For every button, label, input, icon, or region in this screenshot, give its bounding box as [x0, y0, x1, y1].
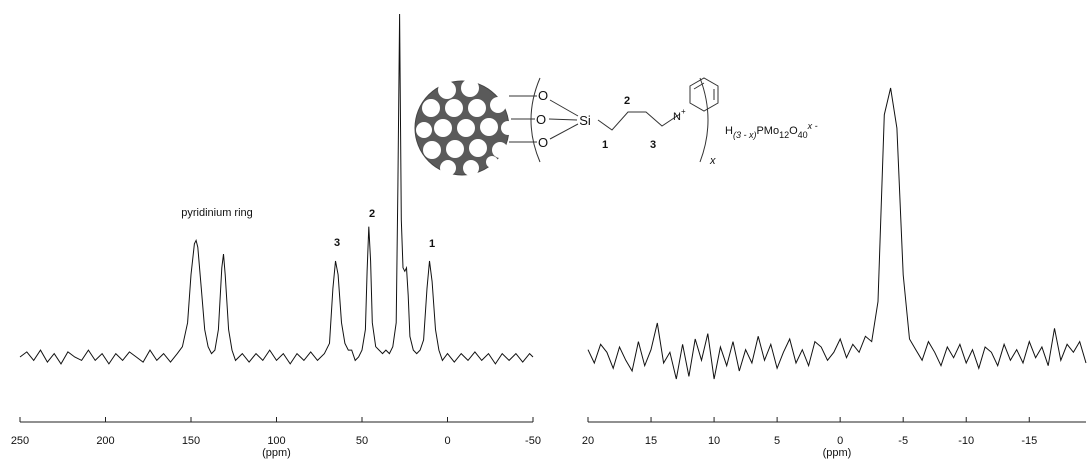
peak-annotation: 3: [334, 237, 340, 249]
spectrum-line: [19, 13, 534, 365]
x-axis-label: (ppm): [823, 447, 852, 459]
x-tick-label: 10: [708, 435, 720, 447]
formula-part: O: [789, 125, 798, 137]
x-tick-label: 50: [356, 435, 368, 447]
x-tick-label: 20: [582, 435, 594, 447]
x-tick-label: -15: [1021, 435, 1037, 447]
x-tick-label: -50: [525, 435, 541, 447]
x-tick-label: 15: [645, 435, 657, 447]
oxygen: O: [538, 88, 548, 103]
formula-part: H: [725, 125, 733, 137]
formula-part: 12: [779, 130, 789, 140]
spectrum-line: [587, 87, 1087, 380]
oxygen: O: [536, 112, 546, 127]
peak-annotation: 2: [369, 208, 375, 220]
formula-part: 40: [798, 130, 808, 140]
x-tick-label: -10: [958, 435, 974, 447]
peak-annotation: 1: [429, 238, 435, 250]
x-axis-label: (ppm): [262, 447, 291, 459]
structure: O O O Si 1 2 3 N+ x H(3 - x)PMo12O40x -: [414, 77, 818, 176]
x-tick-label: 0: [837, 435, 843, 447]
chain-label: 3: [650, 139, 656, 151]
chain-label: 2: [624, 95, 630, 107]
x-tick-label: 150: [182, 435, 200, 447]
formula-part: (3 - x): [733, 130, 757, 140]
formula-part: x -: [807, 121, 818, 131]
charge: +: [681, 107, 686, 116]
nitrogen-symbol: N: [673, 111, 681, 123]
formula-part: PMo: [756, 125, 779, 137]
nitrogen: N+: [673, 107, 686, 123]
silicon: Si: [579, 113, 591, 128]
x-tick-label: -5: [898, 435, 908, 447]
x-tick-label: 250: [11, 435, 29, 447]
formula: H(3 - x)PMo12O40x -: [725, 121, 818, 140]
subscript-x: x: [709, 155, 716, 167]
oxygen: O: [538, 135, 548, 150]
pores: [416, 79, 515, 176]
chain-label: 1: [602, 139, 608, 151]
x-tick-label: 5: [774, 435, 780, 447]
x-tick-label: 200: [96, 435, 114, 447]
peak-annotation: pyridinium ring: [181, 207, 253, 219]
x-tick-label: 0: [444, 435, 450, 447]
x-tick-label: 100: [267, 435, 285, 447]
